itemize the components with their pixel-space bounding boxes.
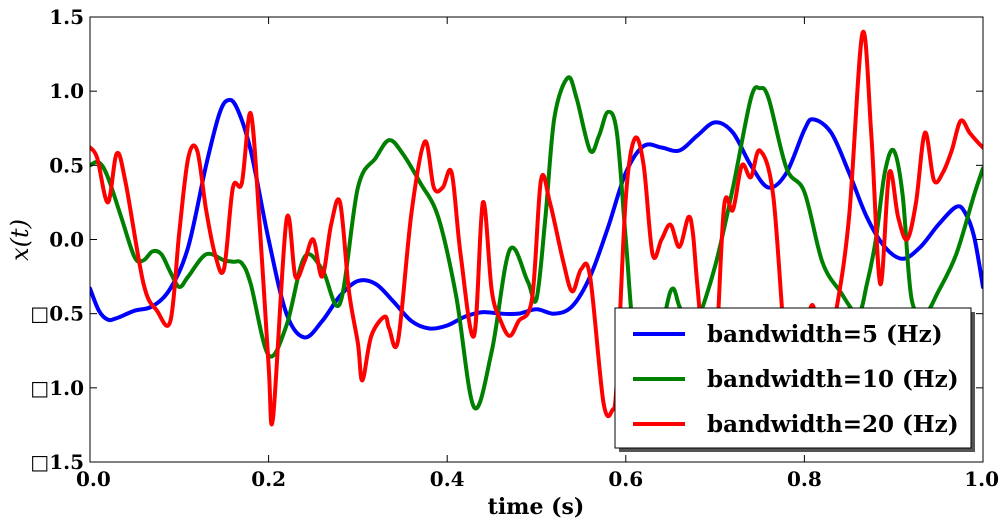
legend-label: bandwidth=20 (Hz)	[707, 411, 959, 438]
legend-label: bandwidth=10 (Hz)	[707, 366, 959, 393]
legend: bandwidth=5 (Hz) bandwidth=10 (Hz) bandwid…	[614, 307, 975, 452]
legend-label: bandwidth=5 (Hz)	[707, 321, 943, 348]
y-tick-label: □1.0	[30, 376, 84, 400]
y-tick-label: 0.0	[49, 228, 84, 252]
x-tick-label: 0.0	[76, 467, 111, 491]
series-layer	[90, 29, 983, 427]
y-tick-label: 1.0	[49, 79, 84, 103]
series-line-1	[90, 97, 983, 340]
series-line-3	[90, 29, 983, 427]
y-tick-label: □0.5	[30, 302, 84, 326]
x-tick-label: 0.8	[787, 467, 822, 491]
y-tick-label: □1.5	[30, 450, 84, 474]
y-tick-label: 0.5	[49, 153, 84, 177]
y-axis-label: x(t)	[6, 219, 34, 261]
y-tick-label: 1.5	[49, 5, 84, 29]
x-tick-label: 0.4	[430, 467, 465, 491]
x-tick-label: 1.0	[964, 467, 999, 491]
x-tick-label: 0.2	[251, 467, 286, 491]
x-axis-label: time (s)	[488, 494, 585, 520]
x-tick-label: 0.6	[608, 467, 643, 491]
ticks-layer: 0.0 0.2 0.4 0.6 0.8 1.0 □1.5 □1.0 □0.5 0.0 0.5 1.0 1…	[30, 5, 999, 491]
